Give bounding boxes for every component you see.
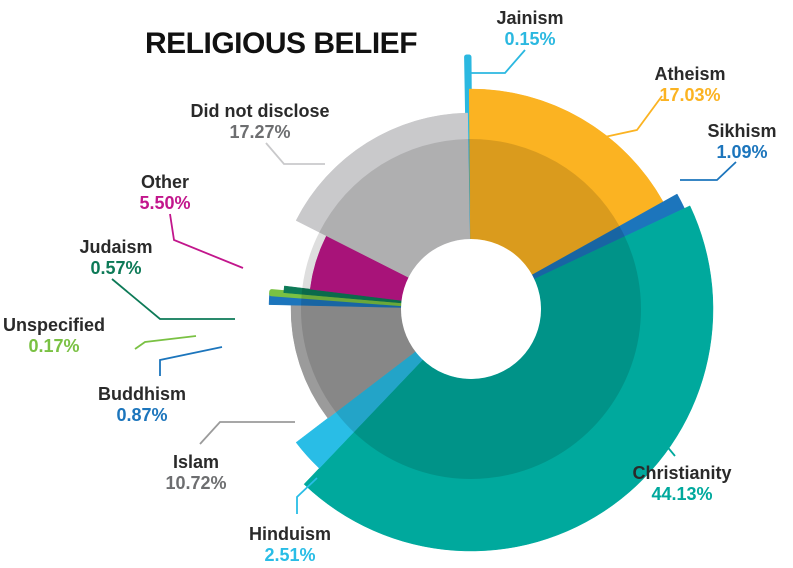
leader-line-other: [169, 213, 244, 269]
slice-label-sikhism: Sikhism: [707, 121, 776, 141]
slice-value-buddhism: 0.87%: [116, 405, 167, 425]
slice-shade-buddhism: [301, 296, 402, 308]
slice-label-judaism: Judaism: [79, 237, 152, 257]
slice-shade-atheism: [469, 139, 620, 275]
slice-value-sikhism: 1.09%: [716, 142, 767, 162]
slice-shade-judaism: [301, 288, 402, 303]
slice-shade-other: [302, 232, 409, 301]
slice-label-buddhism: Buddhism: [98, 384, 186, 404]
slice-value-did-not-disclose: 17.27%: [229, 122, 290, 142]
slice-shade-jainism: [468, 139, 471, 240]
slice-shade-did-not-disclose: [319, 139, 470, 278]
slice-label-did-not-disclose: Did not disclose: [190, 101, 329, 121]
slice-value-atheism: 17.03%: [659, 85, 720, 105]
slice-value-judaism: 0.57%: [90, 258, 141, 278]
leader-line-hinduism: [296, 477, 318, 514]
slice-label-other: Other: [141, 172, 189, 192]
leader-line-judaism: [111, 278, 235, 320]
pie-slices: [268, 54, 714, 552]
slice-value-other: 5.50%: [139, 193, 190, 213]
leader-line-islam: [199, 421, 295, 445]
slice-value-jainism: 0.15%: [504, 29, 555, 49]
donut-hole: [401, 239, 541, 379]
leader-line-jainism: [469, 49, 526, 74]
slice-shade-hinduism: [335, 351, 423, 433]
leader-line-sikhism: [680, 161, 737, 181]
leader-line-buddhism: [159, 346, 223, 376]
slice-value-hinduism: 2.51%: [264, 545, 315, 565]
slice-label-jainism: Jainism: [496, 8, 563, 28]
slice-label-islam: Islam: [173, 452, 219, 472]
slice-label-hinduism: Hinduism: [249, 524, 331, 544]
leader-line-atheism: [599, 95, 663, 139]
leader-line-unspecified: [134, 335, 197, 350]
leader-line-christianity: [615, 431, 676, 457]
slice-label-unspecified: Unspecified: [3, 315, 105, 335]
inner-shade: [301, 139, 642, 479]
slice-value-christianity: 44.13%: [651, 484, 712, 504]
slice-label-atheism: Atheism: [654, 64, 725, 84]
slice-value-unspecified: 0.17%: [28, 336, 79, 356]
slice-shade-unspecified: [301, 294, 402, 304]
slice-shade-sikhism: [532, 226, 625, 280]
chart-title: RELIGIOUS BELIEF: [145, 27, 417, 60]
slice-value-islam: 10.72%: [165, 473, 226, 493]
slice-shade-christianity: [353, 236, 642, 479]
slice-label-christianity: Christianity: [632, 463, 731, 483]
leader-line-did-not-disclose: [265, 142, 325, 165]
slice-shade-islam: [301, 305, 416, 413]
